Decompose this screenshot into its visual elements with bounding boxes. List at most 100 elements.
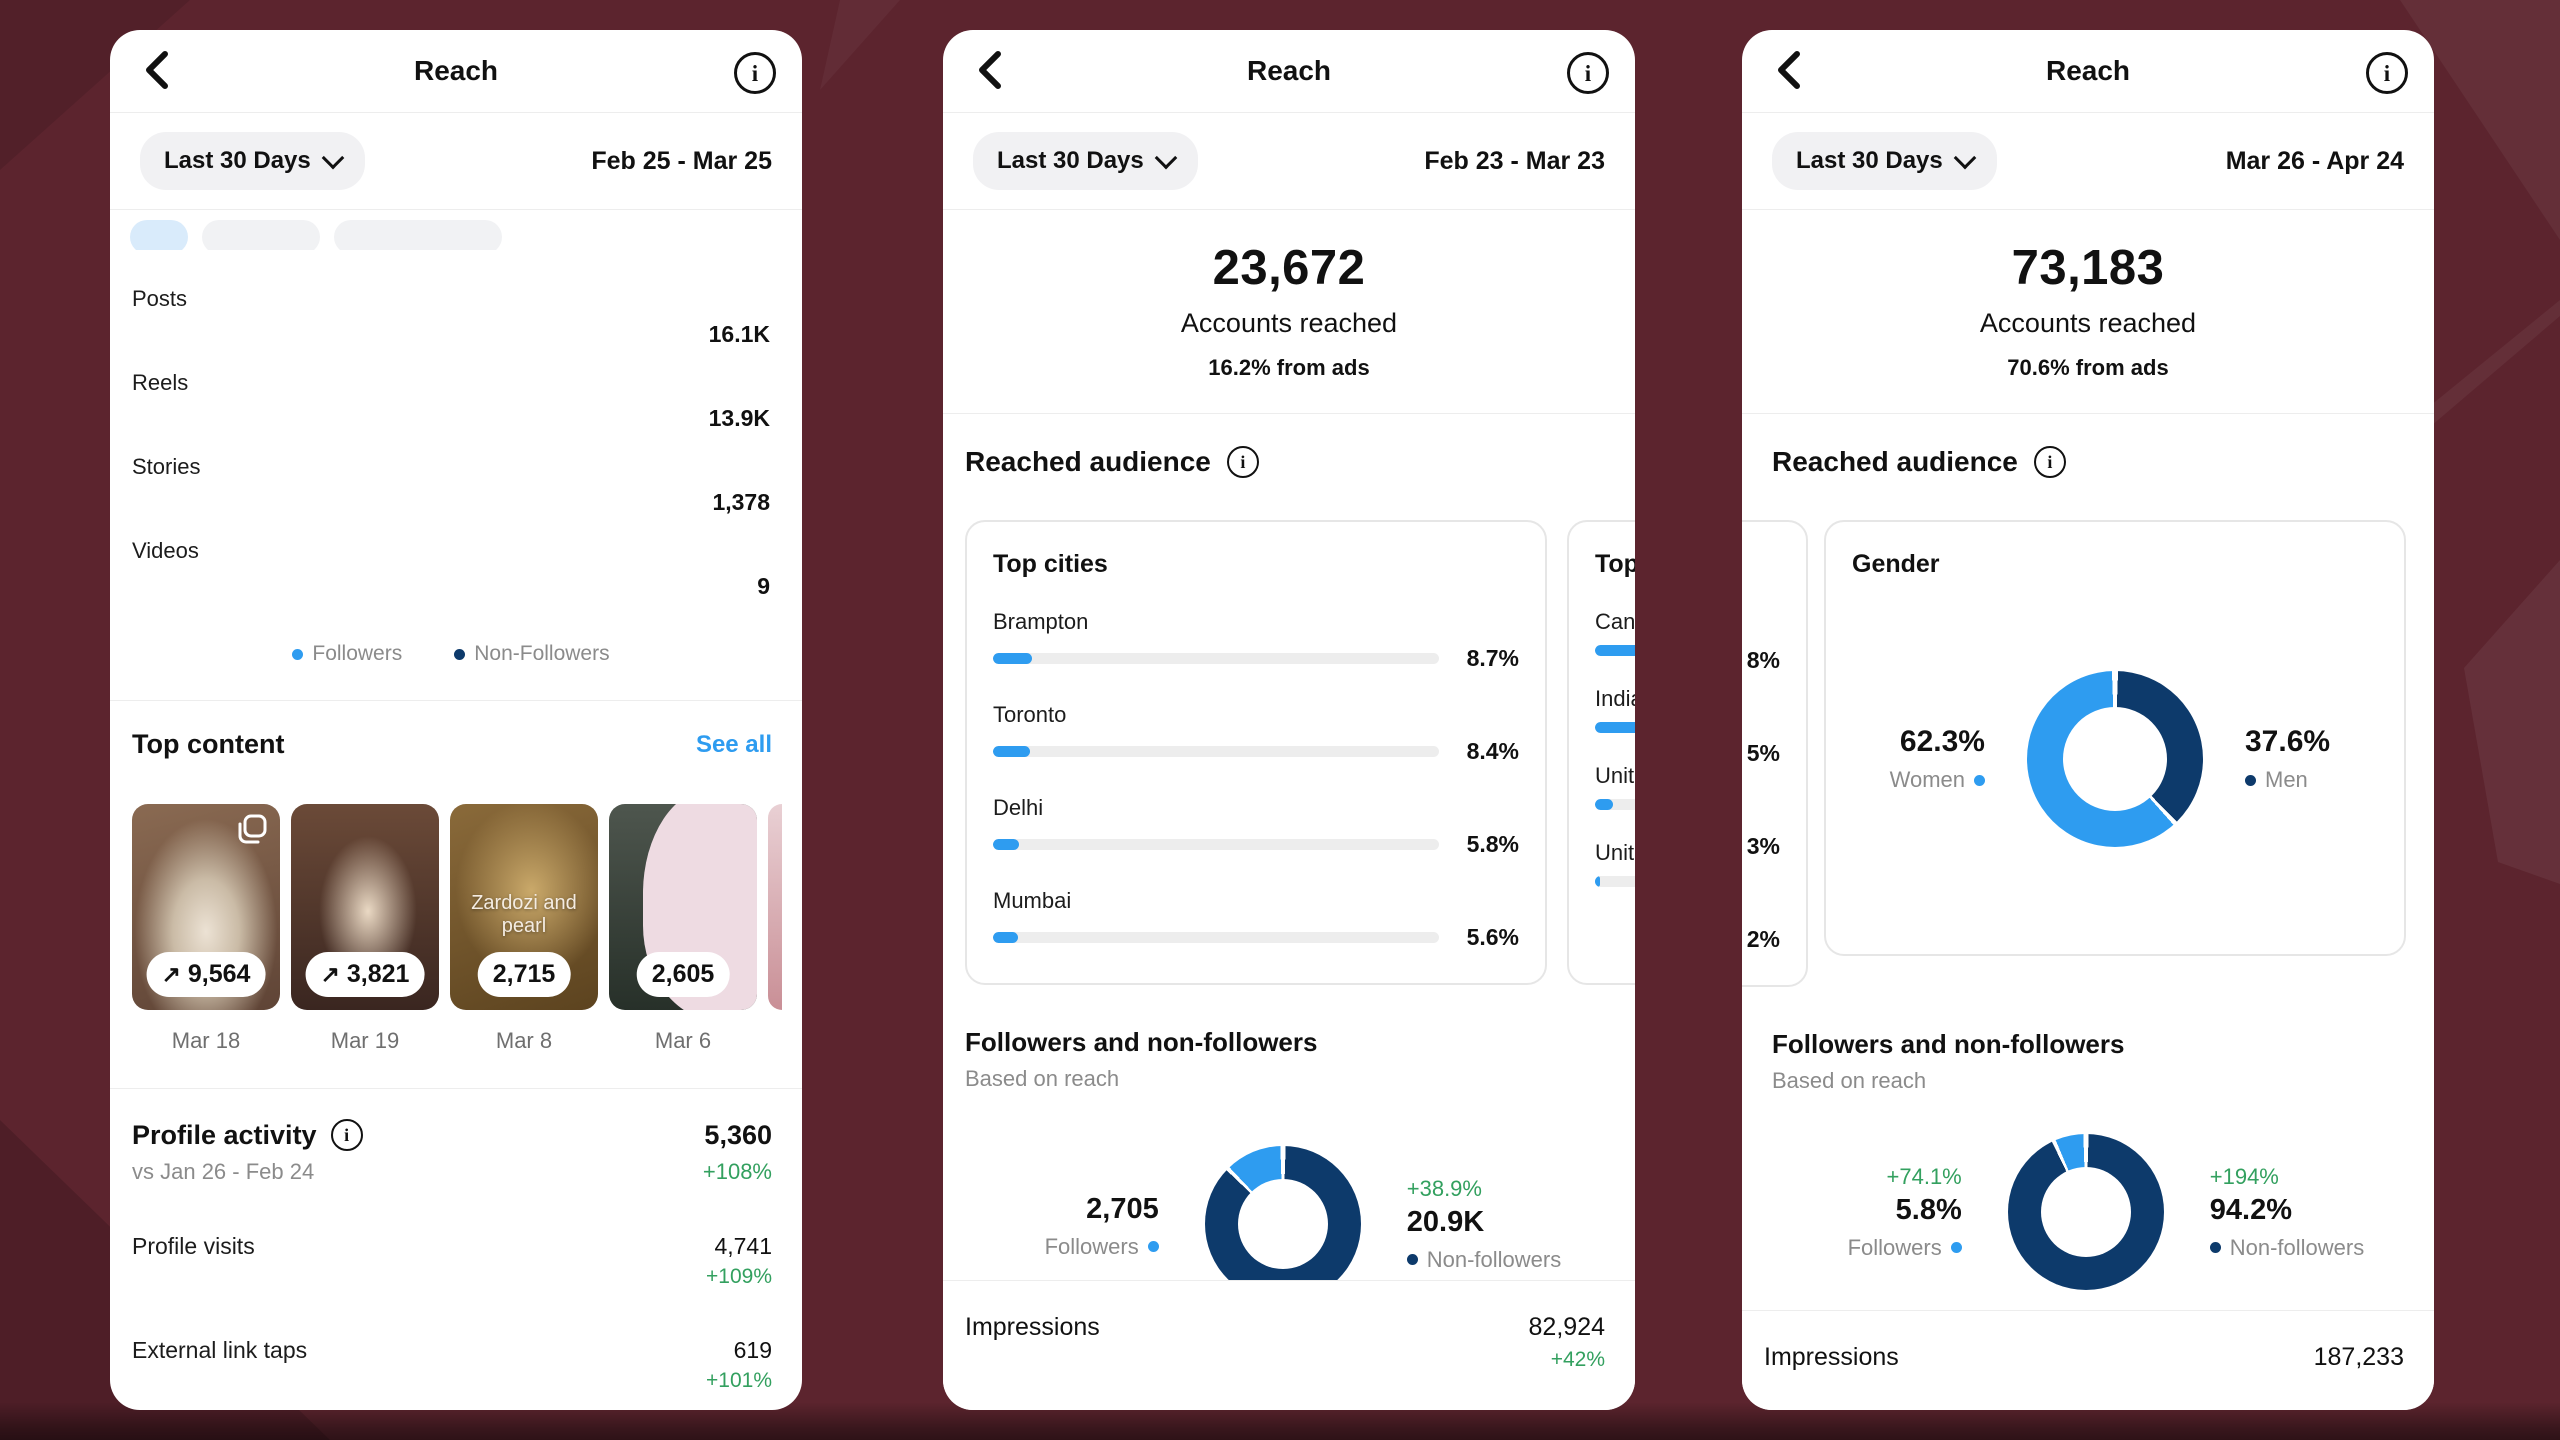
see-all-link[interactable]: See all	[695, 730, 772, 758]
metric-value: 619	[733, 1337, 772, 1363]
top-content-header: Top content See all	[110, 701, 802, 760]
bar-value: 1,378	[712, 489, 770, 515]
pct-bar-track	[1595, 645, 1635, 656]
pct-value: 5%	[1746, 740, 1780, 766]
carousel-icon	[238, 814, 267, 844]
header: Reach i	[110, 30, 802, 113]
bar-legend: Followers Non-Followers	[132, 642, 770, 666]
metric-change: +109%	[706, 1265, 772, 1288]
back-button[interactable]	[1766, 48, 1810, 92]
pct-value: 8.7%	[1466, 645, 1519, 671]
bar-row-stories: Stories 1,378	[132, 454, 770, 515]
reach-screen-3: Reach i Last 30 Days Mar 26 - Apr 24 73,…	[1742, 30, 2434, 1410]
content-thumbnail[interactable]: ↗ 3,821	[291, 804, 439, 1010]
bar-track	[132, 494, 650, 511]
period-dropdown[interactable]: Last 30 Days	[1772, 132, 1997, 190]
period-dropdown[interactable]: Last 30 Days	[140, 132, 365, 190]
page-title: Reach	[1246, 55, 1332, 86]
top-cities-card[interactable]: Top cities Brampton 8.7% Toronto 8.4% De…	[965, 520, 1547, 985]
total-change: +108%	[702, 1159, 772, 1184]
back-button[interactable]	[967, 48, 1011, 92]
chevron-down-icon	[1953, 146, 1977, 169]
bar-track	[132, 410, 650, 427]
profile-activity-section: Profile activity i 5,360 vs Jan 26 - Feb…	[110, 1089, 802, 1393]
non-followers-bar-segment	[152, 410, 276, 427]
reach-screen-2: Reach i Last 30 Days Feb 23 - Mar 23 23,…	[943, 30, 1635, 1410]
followers-value: 2,705	[1086, 1192, 1159, 1225]
reached-audience-header: Reached audience i	[1742, 414, 2434, 478]
partial-row: 5%	[1742, 704, 1780, 767]
non-followers-dot-icon	[2209, 1242, 2221, 1253]
content-type-bars: Posts 16.1K Reels 13.9K Stories	[110, 250, 802, 666]
info-icon: i	[1567, 52, 1609, 94]
accounts-reached-summary: 23,672 Accounts reached 16.2% from ads	[943, 210, 1635, 414]
filter-chip[interactable]	[334, 220, 502, 250]
date-filter-row: Last 30 Days Feb 25 - Mar 25	[110, 113, 802, 210]
accounts-reached-label: Accounts reached	[1979, 308, 2197, 338]
back-button[interactable]	[134, 48, 178, 92]
header: Reach i	[1742, 30, 2434, 113]
info-icon: i	[2366, 52, 2408, 94]
followers-non-followers-section: Followers and non-followers Based on rea…	[1742, 987, 2434, 1290]
accounts-reached-value: 23,672	[1212, 241, 1366, 295]
content-thumbnail[interactable]: 2,605	[609, 804, 757, 1010]
non-followers-change: +38.9%	[1406, 1175, 1482, 1201]
period-label: Last 30 Days	[164, 147, 311, 174]
pct-bar-track	[993, 653, 1439, 664]
metric-change: +101%	[706, 1369, 772, 1392]
followers-bar-segment	[132, 494, 147, 511]
info-button[interactable]: i	[1567, 52, 1609, 94]
pct-value: 8.4%	[1466, 738, 1519, 764]
country-row: India	[1595, 686, 1635, 733]
bar-row-posts: Posts 16.1K	[132, 286, 770, 347]
trend-up-icon: ↗	[320, 961, 340, 987]
info-icon: i	[734, 52, 776, 94]
reach-badge: 2,605	[636, 952, 730, 997]
info-icon[interactable]: i	[330, 1119, 363, 1151]
impressions-value: 82,924	[1528, 1313, 1605, 1341]
impressions-label: Impressions	[1764, 1343, 1899, 1371]
followers-non-followers-section: Followers and non-followers Based on rea…	[943, 985, 1635, 1302]
previous-card-partial[interactable]: 8% 5% 3% 2%	[1742, 520, 1808, 987]
content-thumbnail[interactable]: ↗ 9,564	[132, 804, 280, 1010]
non-followers-value: 20.9K	[1406, 1205, 1485, 1238]
thumbnail-caption: Zardozi and pearl	[471, 892, 577, 937]
date-range: Mar 26 - Apr 24	[2225, 146, 2404, 175]
bar-value: 13.9K	[708, 405, 770, 431]
bar-row-videos: Videos 9	[132, 538, 770, 599]
gender-card[interactable]: Gender 62.3% Women 37.6% Men	[1824, 520, 2406, 956]
top-countries-card-partial[interactable]: Top Can India Unit Unit	[1567, 520, 1635, 985]
bar-track	[132, 578, 650, 595]
filter-chips-row	[110, 210, 802, 250]
pct-value: 2%	[1746, 926, 1780, 952]
back-chevron-icon	[146, 51, 168, 89]
audience-cards-carousel: 8% 5% 3% 2% Gender 62.	[1742, 478, 2434, 987]
followers-change: +74.1%	[1886, 1163, 1962, 1189]
city-row: Toronto 8.4%	[993, 702, 1519, 764]
reach-badge: ↗ 3,821	[305, 952, 425, 997]
filter-chip[interactable]	[130, 220, 188, 250]
followers-dot-icon	[1950, 1242, 1962, 1253]
info-button[interactable]: i	[734, 52, 776, 94]
filter-chip[interactable]	[202, 220, 320, 250]
trend-up-icon: ↗	[161, 961, 181, 987]
period-label: Last 30 Days	[1796, 147, 1943, 174]
period-dropdown[interactable]: Last 30 Days	[973, 132, 1198, 190]
legend-followers: Followers	[292, 642, 402, 666]
profile-visits-row: Profile visits 4,741 +109%	[132, 1233, 772, 1288]
pct-bar-track	[1595, 722, 1635, 733]
info-icon[interactable]: i	[2033, 446, 2066, 478]
divider	[943, 1280, 1635, 1281]
pct-bar-track	[993, 932, 1439, 943]
info-button[interactable]: i	[2366, 52, 2408, 94]
info-icon[interactable]: i	[1226, 446, 1259, 478]
date-range: Feb 25 - Mar 25	[591, 146, 772, 175]
next-thumbnail-sliver[interactable]	[768, 804, 782, 1010]
city-row: Mumbai 5.6%	[993, 888, 1519, 950]
followers-dot-icon	[1147, 1241, 1159, 1252]
impressions-label: Impressions	[965, 1313, 1100, 1341]
bar-row-reels: Reels 13.9K	[132, 370, 770, 431]
donut-chart	[1204, 1146, 1361, 1302]
content-thumbnail[interactable]: Zardozi and pearl 2,715	[450, 804, 598, 1010]
compare-period: vs Jan 26 - Feb 24	[132, 1159, 315, 1184]
